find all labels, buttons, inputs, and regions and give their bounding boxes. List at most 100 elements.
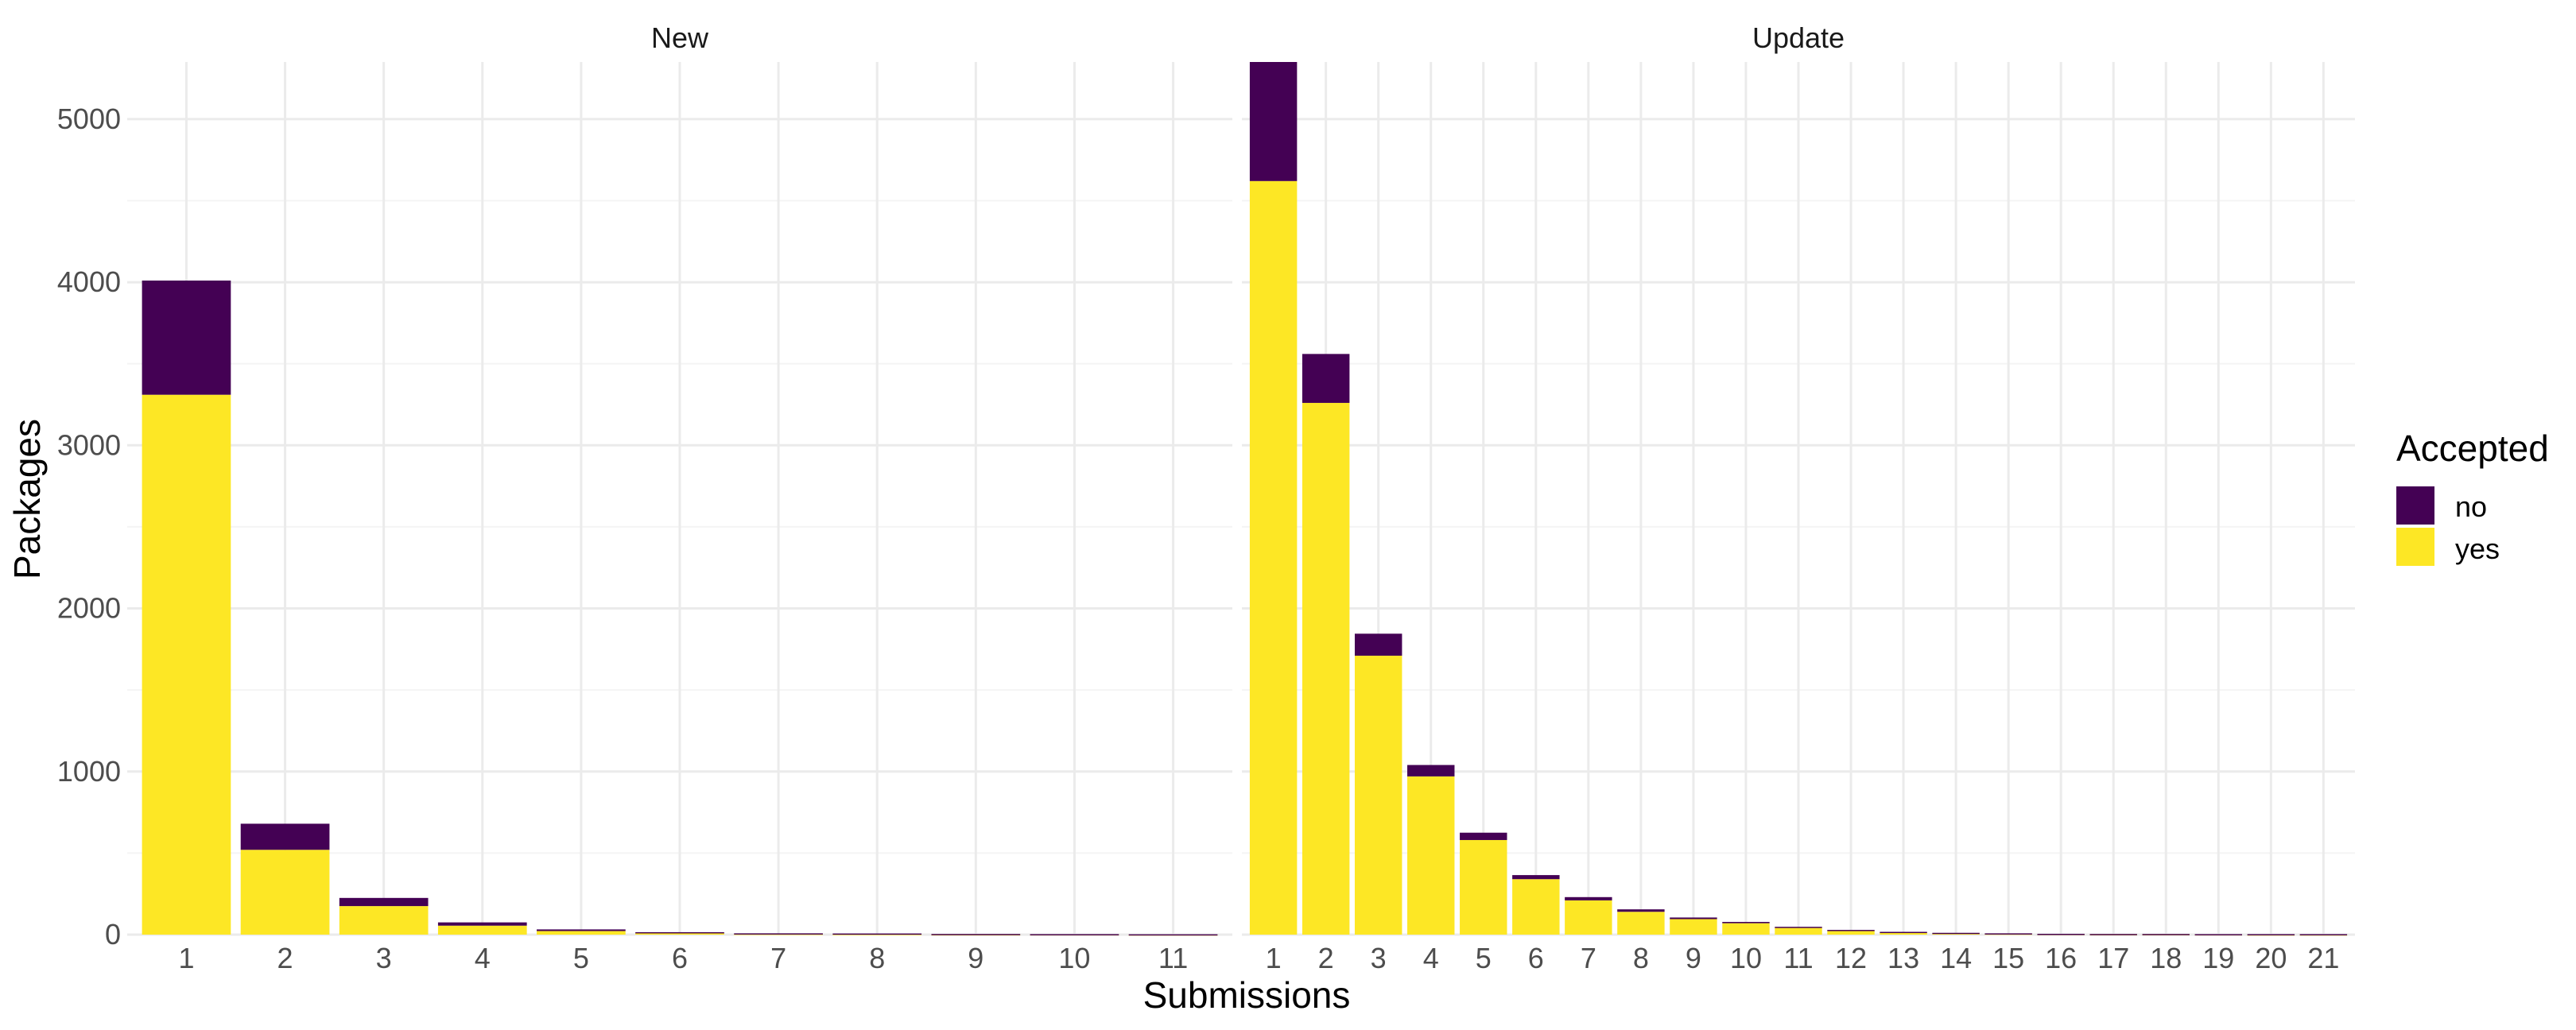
bar-segment-no xyxy=(1775,927,1822,928)
bar-segment-no xyxy=(1249,62,1298,181)
x-tick-label: 7 xyxy=(1581,942,1596,974)
x-tick-label: 5 xyxy=(1476,942,1492,974)
y-tick-label: 5000 xyxy=(57,103,121,135)
legend: Accepted no yes xyxy=(2396,428,2549,566)
bar-segment-no xyxy=(2299,934,2348,935)
x-tick-label: 6 xyxy=(672,942,688,974)
x-tick-label: 20 xyxy=(2255,942,2287,974)
bar-segment-yes xyxy=(1302,402,1350,935)
x-tick-label: 8 xyxy=(869,942,885,974)
x-tick-label: 12 xyxy=(1835,942,1867,974)
x-tick-label: 6 xyxy=(1528,942,1544,974)
x-tick-label: 15 xyxy=(1992,942,2024,974)
bar-segment-yes xyxy=(1775,927,1822,935)
x-tick-label: 2 xyxy=(277,942,293,974)
bar-segment-no xyxy=(2089,934,2137,935)
bar-segment-no xyxy=(1932,932,1980,935)
bar-segment-no xyxy=(2247,934,2295,935)
bar-segment-no xyxy=(339,897,429,907)
x-tick-label: 11 xyxy=(1783,942,1813,974)
x-tick-label: 2 xyxy=(1318,942,1334,974)
bar-segment-no xyxy=(2194,934,2243,935)
x-tick-label: 5 xyxy=(573,942,589,974)
facet-title: Update xyxy=(1752,21,1845,54)
legend-title: Accepted xyxy=(2396,428,2549,469)
x-tick-label: 14 xyxy=(1940,942,1972,974)
bars xyxy=(142,62,2348,936)
facet-title: New xyxy=(651,21,709,54)
bar-segment-no xyxy=(931,934,1021,935)
x-tick-label: 19 xyxy=(2202,942,2234,974)
legend-label-no: no xyxy=(2455,490,2487,523)
bar-segment-yes xyxy=(537,931,626,935)
legend-label-yes: yes xyxy=(2455,532,2500,565)
bar-segment-no xyxy=(537,929,626,931)
bar-segment-yes xyxy=(1407,776,1455,935)
bar-segment-no xyxy=(635,931,724,934)
bar-segment-no xyxy=(240,823,330,850)
bar-segment-no xyxy=(734,933,823,935)
bar-segment-yes xyxy=(1565,900,1612,935)
bar-segment-yes xyxy=(1670,919,1717,935)
bar-segment-yes xyxy=(437,925,527,935)
y-tick-label: 4000 xyxy=(57,265,121,298)
legend-swatch-no xyxy=(2396,486,2434,525)
bar-segment-yes xyxy=(1460,839,1507,935)
bar-segment-yes xyxy=(635,932,724,935)
x-tick-label: 7 xyxy=(770,942,786,974)
bar-segment-no xyxy=(142,281,231,395)
bar-segment-no xyxy=(1670,917,1717,920)
bar-segment-no xyxy=(1302,354,1350,403)
bar-segment-no xyxy=(1460,832,1507,840)
bar-segment-yes xyxy=(1249,180,1298,935)
bar-segment-yes xyxy=(1512,879,1560,935)
x-tick-label: 9 xyxy=(1686,942,1701,974)
x-tick-label: 9 xyxy=(968,942,983,974)
bar-segment-no xyxy=(2142,934,2190,935)
x-tick-label: 3 xyxy=(1371,942,1387,974)
bar-segment-no xyxy=(1984,933,2032,935)
x-tick-label: 18 xyxy=(2150,942,2182,974)
x-tick-label: 4 xyxy=(1423,942,1439,974)
legend-swatch-yes xyxy=(2396,528,2434,566)
x-tick-label: 16 xyxy=(2045,942,2077,974)
x-tick-label: 21 xyxy=(2307,942,2339,974)
bar-segment-no xyxy=(1030,934,1119,935)
x-tick-label: 3 xyxy=(376,942,392,974)
bar-segment-no xyxy=(832,933,922,935)
x-axis-title: Submissions xyxy=(1143,974,1351,1016)
bar-segment-no xyxy=(1354,633,1402,656)
x-tick-label: 11 xyxy=(1158,942,1188,974)
x-tick-label: 10 xyxy=(1058,942,1090,974)
x-tick-label: 13 xyxy=(1887,942,1919,974)
bar-segment-no xyxy=(1880,931,1927,934)
bar-segment-yes xyxy=(240,850,330,935)
x-tick-label: 1 xyxy=(1266,942,1282,974)
bar-segment-no xyxy=(1512,875,1560,880)
x-tick-label: 4 xyxy=(475,942,491,974)
y-tick-label: 1000 xyxy=(57,755,121,788)
x-tick-label: 8 xyxy=(1633,942,1649,974)
y-tick-label: 3000 xyxy=(57,428,121,461)
y-tick-label: 2000 xyxy=(57,592,121,625)
bar-segment-no xyxy=(1565,896,1612,900)
bar-segment-no xyxy=(1617,909,1665,912)
bar-segment-no xyxy=(2037,933,2085,935)
bar-segment-yes xyxy=(1827,930,1875,935)
bar-segment-no xyxy=(1722,921,1770,924)
bar-segment-yes xyxy=(1354,656,1402,935)
bar-segment-yes xyxy=(142,394,231,935)
y-axis-title: Packages xyxy=(6,419,48,579)
bar-segment-yes xyxy=(339,906,429,935)
x-tick-label: 17 xyxy=(2097,942,2129,974)
y-tick-label: 0 xyxy=(105,918,121,951)
bar-segment-no xyxy=(437,922,527,926)
bar-segment-no xyxy=(1827,930,1875,931)
bar-segment-no xyxy=(1128,934,1218,936)
x-tick-label: 10 xyxy=(1730,942,1762,974)
bar-segment-yes xyxy=(1722,923,1770,935)
bar-segment-yes xyxy=(1617,912,1665,935)
bar-segment-yes xyxy=(1880,932,1927,935)
